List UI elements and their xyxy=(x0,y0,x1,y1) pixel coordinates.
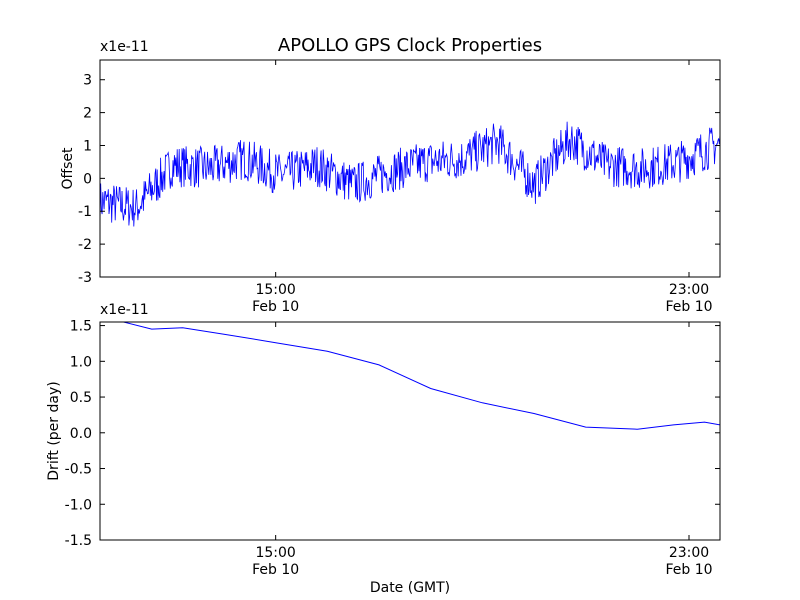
y-tick-label: 0.0 xyxy=(70,426,92,442)
y-tick-label: -1 xyxy=(78,204,92,220)
y-tick-label: 1.5 xyxy=(70,319,92,335)
x-axis-label: Date (GMT) xyxy=(370,580,450,596)
axes-frame xyxy=(99,59,721,278)
series-line-drift xyxy=(100,322,720,430)
y-tick-label: 1 xyxy=(83,138,92,154)
y-tick-label: -0.5 xyxy=(65,462,92,478)
scale-label: x1e-11 xyxy=(100,302,149,318)
x-tick-label-date: Feb 10 xyxy=(665,562,712,578)
y-tick-label: -2 xyxy=(78,237,92,253)
y-tick-label: 0.5 xyxy=(70,390,92,406)
y-tick-label: -1.0 xyxy=(65,497,92,513)
x-tick-label-date: Feb 10 xyxy=(252,299,299,315)
y-tick-label: -1.5 xyxy=(65,533,92,549)
y-tick-label: 3 xyxy=(83,73,92,89)
x-tick-label-date: Feb 10 xyxy=(252,562,299,578)
chart-title: APOLLO GPS Clock Properties xyxy=(278,35,542,56)
x-tick-label-time: 15:00 xyxy=(255,545,295,561)
x-tick-label-time: 23:00 xyxy=(669,545,709,561)
y-tick-label: -3 xyxy=(78,270,92,286)
y-tick-label: 0 xyxy=(83,171,92,187)
axes-frame xyxy=(99,321,721,541)
x-tick-label-date: Feb 10 xyxy=(665,299,712,315)
y-tick-label: 2 xyxy=(83,106,92,122)
x-tick-label-time: 23:00 xyxy=(669,282,709,298)
x-tick-label-time: 15:00 xyxy=(255,282,295,298)
y-axis-label: Offset xyxy=(60,147,76,190)
y-axis-label: Drift (per day) xyxy=(46,381,62,480)
series-line-offset xyxy=(100,121,720,227)
scale-label: x1e-11 xyxy=(100,39,149,55)
y-tick-label: 1.0 xyxy=(70,354,92,370)
